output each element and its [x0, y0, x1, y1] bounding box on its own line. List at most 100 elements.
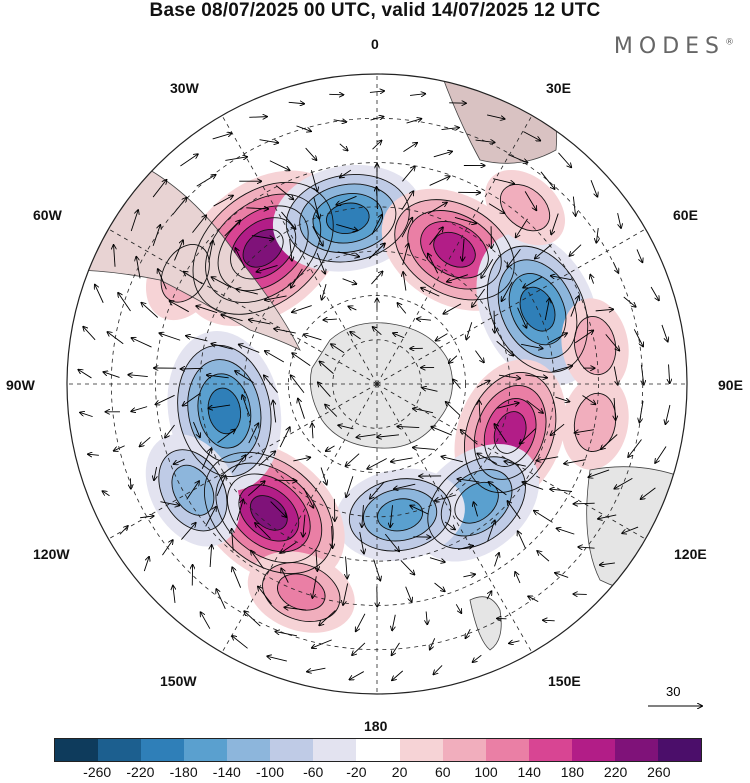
meridian [108, 383, 378, 540]
wind-vector [118, 293, 131, 312]
wind-vector [617, 213, 621, 228]
meridian [376, 115, 533, 385]
colorbar-swatch [399, 739, 443, 761]
wind-vector [211, 344, 233, 350]
colorbar-swatch [270, 739, 314, 761]
wind-vector [326, 445, 335, 451]
wind-vector [372, 141, 382, 150]
wind-vector [521, 343, 543, 348]
wind-vector [265, 295, 287, 300]
wind-vector [433, 665, 443, 674]
wind-vector [293, 457, 310, 462]
wind-vector [232, 529, 234, 551]
contour-line [207, 387, 242, 435]
wind-vector [336, 224, 357, 230]
wind-vector [155, 394, 175, 404]
vector-scale-arrow [648, 694, 708, 734]
wind-vector [558, 152, 571, 168]
wind-vector [633, 329, 643, 346]
wind-vector [409, 94, 425, 96]
wind-vector [273, 401, 276, 423]
colorbar-ticks: -260 -220 -180 -140 -100 -60 -20 20 60 100 140 180 2… [54, 764, 702, 782]
wind-vector [535, 244, 552, 258]
wind-vector [544, 298, 549, 321]
wind-vector [614, 397, 615, 420]
wind-vector [265, 351, 285, 363]
lon-label-0: 0 [371, 36, 379, 52]
contour-line [483, 398, 537, 467]
wind-vector [251, 235, 274, 239]
wind-vector [590, 275, 593, 284]
wind-vector [486, 591, 491, 600]
colorbar-swatch [227, 739, 271, 761]
wind-vector [596, 228, 598, 243]
wind-vector [186, 481, 199, 500]
meridian [221, 115, 378, 385]
wind-vector [258, 587, 272, 605]
wind-vector [174, 240, 183, 261]
wind-vector [454, 217, 476, 223]
wind-vector [170, 301, 189, 313]
wind-vector [236, 499, 243, 521]
wind-vector [590, 179, 597, 197]
colorbar-swatch [528, 739, 572, 761]
wind-vector [555, 396, 569, 402]
colorbar-tick-label: -220 [126, 764, 155, 780]
wind-vector [403, 143, 417, 153]
colorbar-swatch [485, 739, 529, 761]
wind-vector [225, 157, 247, 161]
wind-vector [158, 269, 167, 290]
contour-line [238, 484, 300, 542]
contour-line [325, 202, 370, 234]
colorbar-swatch [98, 739, 142, 761]
wind-vector [487, 520, 495, 542]
wind-vector [543, 620, 555, 621]
wind-vector [231, 455, 246, 473]
wind-vector [346, 476, 354, 497]
wind-vector [371, 215, 382, 235]
wind-vector [493, 178, 514, 184]
wind-vector [557, 528, 575, 535]
colorbar-tick-label: 180 [560, 764, 585, 780]
colorbar-tick-label: 100 [474, 764, 498, 780]
wind-vector [474, 502, 479, 517]
wind-vector [403, 272, 406, 291]
wind-vector [462, 238, 464, 261]
contour-line [394, 199, 515, 301]
wind-vector [274, 480, 297, 481]
wind-vector [475, 350, 483, 363]
wind-vector [487, 114, 505, 119]
lon-label-90w: 90W [6, 377, 35, 393]
wind-vector [574, 330, 593, 344]
wind-vector [502, 281, 513, 301]
wind-vector [605, 334, 620, 350]
wind-vector [367, 458, 387, 469]
meridian [108, 228, 378, 385]
lon-label-30w: 30W [170, 80, 199, 96]
meridian [376, 383, 533, 653]
wind-vector [472, 288, 486, 307]
anomaly-band [574, 393, 616, 452]
wind-vector [441, 128, 459, 130]
wind-vector [292, 353, 311, 366]
wind-vector [319, 610, 336, 625]
colorbar-tick-label: -260 [83, 764, 112, 780]
wind-vector [205, 507, 216, 527]
wind-vector [331, 344, 345, 354]
parallel [243, 250, 511, 518]
wind-vector [316, 548, 318, 571]
wind-vector [614, 477, 633, 488]
wind-vector [216, 476, 225, 497]
polar-anomaly-map [66, 73, 688, 695]
wind-vector [400, 560, 415, 574]
contour-line [463, 371, 557, 493]
wind-vector [174, 458, 185, 464]
wind-vector [275, 185, 293, 200]
parallel [288, 295, 466, 473]
wind-vector [422, 388, 438, 392]
wind-vector [655, 446, 667, 462]
colorbar-tick-label: -100 [255, 764, 285, 780]
wind-vector [325, 405, 338, 417]
wind-vector [208, 241, 213, 263]
wind-vector [298, 399, 305, 419]
